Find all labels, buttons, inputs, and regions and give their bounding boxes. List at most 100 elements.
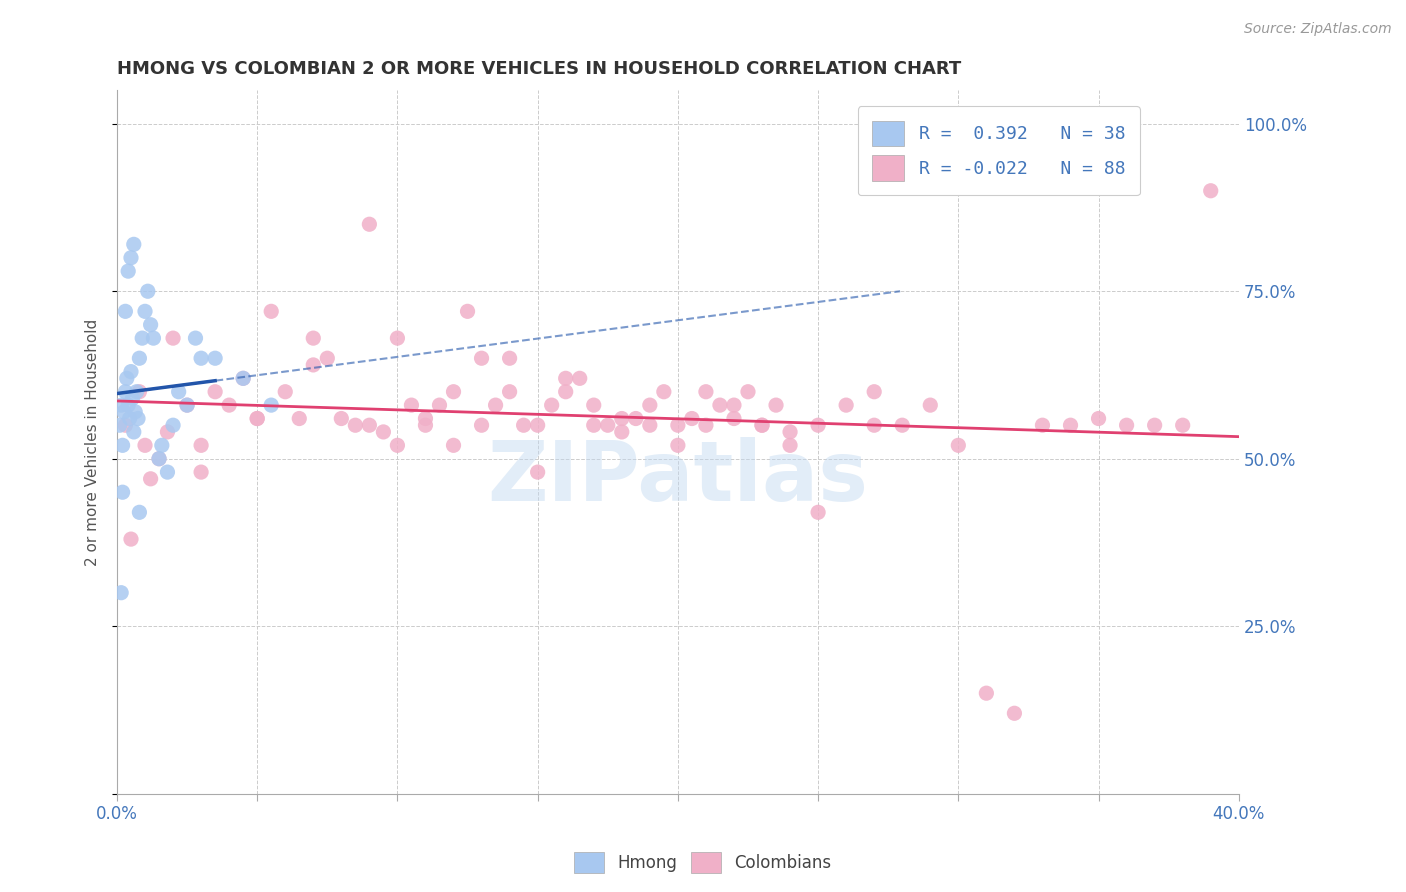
Point: [415, 411, 437, 425]
Point: [142, 331, 165, 345]
Point: [695, 418, 717, 433]
Point: [751, 418, 773, 433]
Y-axis label: 2 or more Vehicles in Household: 2 or more Vehicles in Household: [86, 318, 100, 566]
Point: [128, 505, 150, 519]
Point: [1199, 184, 1222, 198]
Point: [302, 358, 325, 372]
Point: [274, 384, 297, 399]
Point: [387, 331, 409, 345]
Point: [114, 304, 136, 318]
Point: [112, 405, 135, 419]
Point: [125, 384, 148, 399]
Point: [807, 505, 830, 519]
Point: [232, 371, 254, 385]
Point: [111, 485, 134, 500]
Point: [891, 418, 914, 433]
Point: [443, 384, 465, 399]
Point: [156, 465, 179, 479]
Point: [359, 217, 381, 231]
Point: [751, 418, 773, 433]
Point: [443, 438, 465, 452]
Point: [863, 418, 886, 433]
Text: Source: ZipAtlas.com: Source: ZipAtlas.com: [1244, 22, 1392, 37]
Point: [150, 438, 173, 452]
Point: [695, 384, 717, 399]
Point: [457, 304, 479, 318]
Point: [723, 411, 745, 425]
Point: [117, 264, 139, 278]
Text: ZIPatlas: ZIPatlas: [488, 437, 869, 517]
Point: [110, 398, 132, 412]
Legend: Hmong, Colombians: Hmong, Colombians: [568, 846, 838, 880]
Point: [316, 351, 339, 366]
Point: [596, 418, 619, 433]
Point: [156, 425, 179, 439]
Point: [723, 398, 745, 412]
Point: [471, 351, 494, 366]
Point: [117, 398, 139, 412]
Point: [526, 465, 548, 479]
Legend: R =  0.392   N = 38, R = -0.022   N = 88: R = 0.392 N = 38, R = -0.022 N = 88: [858, 106, 1140, 195]
Point: [246, 411, 269, 425]
Point: [139, 472, 162, 486]
Point: [835, 398, 858, 412]
Point: [540, 398, 562, 412]
Point: [359, 418, 381, 433]
Point: [131, 331, 153, 345]
Point: [148, 451, 170, 466]
Point: [118, 411, 141, 425]
Point: [863, 384, 886, 399]
Point: [582, 418, 605, 433]
Point: [554, 371, 576, 385]
Point: [624, 411, 647, 425]
Point: [1031, 418, 1053, 433]
Point: [190, 465, 212, 479]
Point: [920, 398, 942, 412]
Point: [429, 398, 451, 412]
Point: [302, 331, 325, 345]
Point: [512, 418, 534, 433]
Point: [134, 304, 156, 318]
Point: [128, 351, 150, 366]
Point: [1002, 706, 1025, 721]
Point: [190, 438, 212, 452]
Point: [136, 285, 159, 299]
Point: [148, 451, 170, 466]
Point: [1171, 418, 1194, 433]
Point: [218, 398, 240, 412]
Point: [709, 398, 731, 412]
Point: [737, 384, 759, 399]
Point: [498, 351, 520, 366]
Point: [122, 237, 145, 252]
Point: [176, 398, 198, 412]
Point: [176, 398, 198, 412]
Point: [666, 418, 689, 433]
Point: [1059, 418, 1081, 433]
Point: [638, 418, 661, 433]
Point: [162, 418, 184, 433]
Point: [111, 438, 134, 452]
Point: [122, 425, 145, 439]
Point: [610, 425, 633, 439]
Point: [124, 405, 146, 419]
Point: [260, 304, 283, 318]
Point: [582, 398, 605, 412]
Point: [120, 365, 142, 379]
Point: [554, 384, 576, 399]
Point: [204, 384, 226, 399]
Point: [344, 418, 367, 433]
Point: [139, 318, 162, 332]
Point: [1087, 411, 1109, 425]
Point: [260, 398, 283, 412]
Point: [167, 384, 190, 399]
Point: [184, 331, 207, 345]
Point: [948, 438, 970, 452]
Point: [471, 418, 494, 433]
Point: [765, 398, 787, 412]
Point: [779, 425, 801, 439]
Point: [204, 351, 226, 366]
Point: [115, 371, 138, 385]
Point: [162, 331, 184, 345]
Point: [976, 686, 998, 700]
Point: [498, 384, 520, 399]
